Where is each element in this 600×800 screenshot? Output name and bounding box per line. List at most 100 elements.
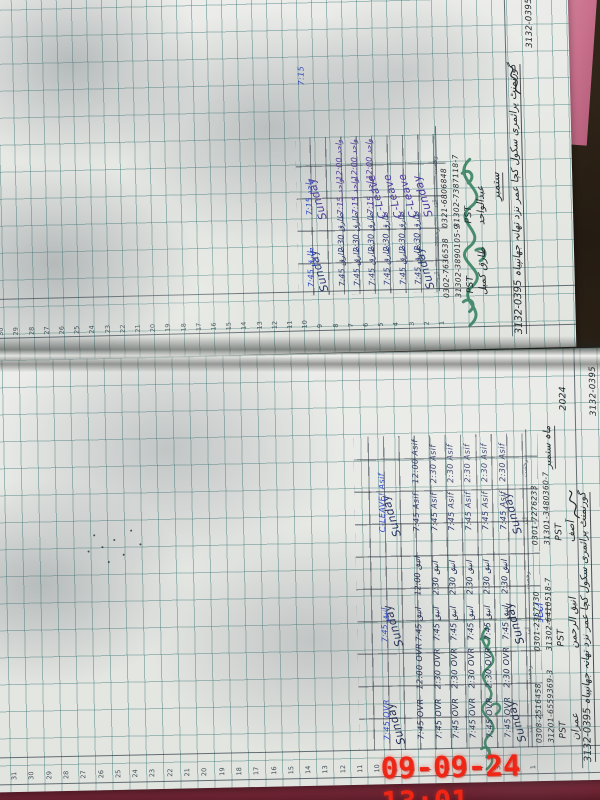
departure-entry: 2:30 طارق	[366, 212, 377, 252]
serial-number: 6	[361, 322, 370, 328]
serial-number: 12	[270, 320, 279, 330]
arrival-entry: 7:45 OVR	[381, 699, 392, 741]
employee-phone: 0301-2357730	[531, 591, 542, 652]
serial-number: 14	[304, 765, 313, 775]
employee-grade: PST	[558, 720, 569, 739]
arrival-column-label: آمد	[432, 200, 440, 209]
arrival-entry: 7:15 واحد	[304, 179, 315, 216]
arrival-entry: 7:45 OVR	[502, 696, 513, 738]
employee-phone: 0301-7276233	[529, 485, 540, 546]
serial-number: 17	[252, 766, 261, 776]
arrival-entry: 7:45 انیق	[379, 608, 390, 643]
serial-number: 24	[131, 769, 140, 778]
serial-number: 21	[133, 324, 142, 333]
serial-number: 28	[62, 770, 71, 780]
arrival-entry: 7:45 طارق	[382, 245, 393, 286]
employee-name: آصف	[566, 520, 578, 543]
serial-number: 4	[392, 321, 401, 327]
employee-phone: 0308-2516458	[533, 683, 544, 744]
serial-number: 31	[10, 771, 19, 781]
ink-speckle	[113, 538, 116, 541]
departure-column-label: رخصت	[521, 459, 530, 478]
register-page-top: 1 2 3 4 5 6 7 8 9 10 11 12 13 14 15 16 17 18 19 20 21 22 23 24 2…	[0, 0, 577, 362]
arrival-entry: 7:45 OVR	[433, 698, 444, 740]
departure-column-label: رخصت	[526, 665, 534, 684]
arrival-entry: 7:45 طارق	[336, 247, 347, 287]
year-label: 2024	[558, 385, 569, 411]
ink-speckle	[93, 534, 96, 537]
register-number: 3132-0395	[523, 0, 536, 48]
departure-entry: 2:30 OVR	[449, 647, 460, 689]
serial-number: 7	[346, 323, 355, 328]
departure-entry: 2:30 طارق	[351, 212, 361, 253]
departure-entry: 2:30 انیق	[447, 560, 458, 595]
departure-entry: 12:00 واحد	[334, 139, 345, 181]
arrival-entry: 7:15 واحد	[350, 178, 361, 215]
departure-entry: 2:30 Asif	[479, 443, 490, 483]
serial-number: 24	[88, 325, 97, 334]
arrival-column-label: آمد	[525, 627, 533, 636]
green-calligraphy	[479, 625, 502, 771]
serial-number: 8	[331, 323, 340, 328]
departure-entry: 2:30 OVR	[466, 647, 477, 689]
register-page-bottom: 1 2 3 4 5 6 7 8 9 10 11 12 13 14 15 16 17 18 19 20 21 22 23 24 2…	[0, 347, 600, 793]
employee-cnic: 31301-3480360-7	[540, 471, 552, 545]
employee-name: عمران	[570, 712, 582, 741]
arrival-entry: 7:45 انیق	[483, 605, 493, 641]
arrival-entry: 7:45 Asif	[411, 492, 422, 532]
serial-number: 26	[96, 769, 105, 779]
serial-number: 11	[285, 320, 294, 329]
employee-grade: PST	[463, 205, 475, 224]
departure-entry: 2:30 طارق	[411, 211, 422, 251]
serial-number: 17	[194, 322, 203, 332]
arrival-column-label: آمد	[527, 725, 535, 734]
arrival-entry: 7:15 واحد	[365, 177, 376, 214]
departure-entry: 12:00 OVR	[414, 642, 425, 690]
departure-entry: 2:30 Asif	[462, 443, 473, 483]
employee-phone: 0302-7636538	[440, 237, 452, 299]
ink-speckle	[107, 561, 110, 564]
serial-number: 16	[269, 766, 278, 775]
serial-number: 2	[422, 321, 431, 326]
serial-number: 3	[407, 321, 416, 326]
departure-column-label: رخصت	[524, 571, 532, 590]
departure-entry: 2:30 طارق	[381, 211, 392, 252]
serial-number: 12	[338, 764, 347, 774]
arrival-entry: 7:45 OVR	[415, 698, 426, 740]
arrival-entry: 7:15 واحد	[334, 178, 345, 215]
arrival-column-label: آمد	[522, 517, 531, 526]
serial-number: 13	[321, 765, 330, 774]
ink-speckle	[130, 529, 133, 532]
ink-speckle	[139, 543, 142, 546]
departure-entry: 2:30 طارق	[335, 213, 346, 253]
departure-entry: 12:00 واحد	[364, 138, 375, 180]
departure-entry: 2:30 Asif	[445, 444, 456, 483]
serial-number: 14	[240, 321, 249, 330]
departure-entry: 2:30 Asif	[427, 444, 438, 484]
signature-squiggle	[569, 490, 580, 519]
employee-grade: PST	[465, 275, 477, 294]
departure-entry: 2:30 طارق	[396, 211, 407, 252]
departure-entry: 12:00 انیق	[412, 556, 423, 596]
serial-number: 5	[376, 322, 385, 327]
ink-speckle	[122, 553, 125, 556]
departure-entry: 2:30 OVR	[432, 648, 443, 690]
arrival-entry: 7:45 طارق	[412, 245, 423, 285]
serial-number: 23	[148, 768, 157, 778]
serial-number: 18	[235, 767, 244, 776]
departure-entry: 2:30 OVR	[484, 646, 494, 689]
arrival-entry: 7:45 OVR	[450, 697, 461, 739]
serial-number: 28	[27, 326, 36, 336]
arrival-entry: 7:45 Asif	[498, 490, 508, 530]
serial-number: 29	[12, 327, 21, 336]
serial-number: 30	[0, 327, 6, 336]
employee-cnic: 31302-7387118-7	[450, 154, 462, 228]
serial-number: 13	[255, 321, 264, 330]
arrival-entry: 7:45 انیق	[413, 607, 424, 642]
arrival-entry: 7:45 طارق	[397, 245, 408, 286]
departure-entry: 2:30 انیق	[499, 559, 510, 594]
serial-number: 9	[316, 323, 325, 329]
departure-entry: 2:30 انیق	[464, 560, 475, 595]
serial-number: 10	[300, 320, 310, 329]
departure-column-label: رخصت	[433, 228, 441, 247]
